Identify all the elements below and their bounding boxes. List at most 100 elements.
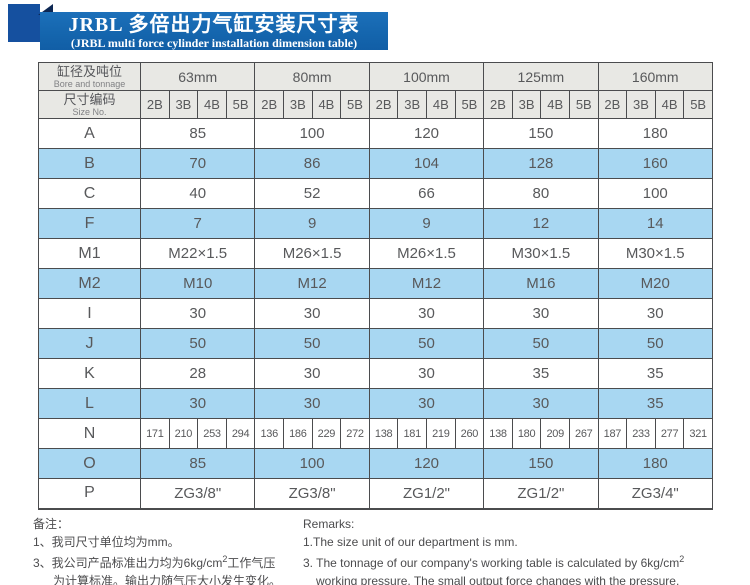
row-label-J: J	[38, 328, 141, 359]
row-label-P: P	[38, 478, 141, 510]
cell-I-4: 30	[597, 298, 713, 329]
cell-F-1: 9	[254, 208, 370, 239]
cell-N-5: 186	[283, 418, 313, 449]
banner-accent-square	[8, 4, 40, 42]
cell-N-18: 277	[654, 418, 685, 449]
notes-en-line2-sup: 2	[679, 554, 685, 564]
cell-P-0: ZG3/8"	[139, 478, 256, 510]
cell-N-0: 171	[140, 418, 170, 449]
size-code-header-100mm-4B: 4B	[426, 90, 456, 119]
size-code-header-160mm-2B: 2B	[597, 90, 628, 119]
size-code-header-160mm-3B: 3B	[626, 90, 656, 119]
cell-A-3: 150	[483, 118, 599, 149]
banner-fold-triangle-icon	[38, 4, 53, 15]
cell-J-3: 50	[483, 328, 599, 359]
notes-zh-heading: 备注：	[33, 517, 70, 531]
table-row-J: J 50 50 50 50 50	[38, 328, 713, 359]
table-row-I: I 30 30 30 30 30	[38, 298, 713, 329]
cell-M1-0: M22×1.5	[139, 238, 256, 269]
notes-zh-line2-tail: 工作气压	[227, 556, 276, 570]
cell-B-4: 160	[597, 148, 713, 179]
table-row-L: L 30 30 30 30 35	[38, 388, 713, 419]
cell-F-2: 9	[368, 208, 485, 239]
size-code-header-125mm-2B: 2B	[483, 90, 513, 119]
cell-N-9: 181	[397, 418, 427, 449]
cell-M2-2: M12	[368, 268, 485, 299]
notes-chinese: 备注： 1、我司尺寸单位均为mm。 3、我公司产品标准出力均为6kg/cm2工作…	[33, 516, 298, 585]
size-code-header-125mm-3B: 3B	[511, 90, 542, 119]
cell-P-4: ZG3/4"	[597, 478, 713, 510]
cell-O-4: 180	[597, 448, 713, 479]
cell-C-3: 80	[483, 178, 599, 209]
row-label-M1: M1	[38, 238, 141, 269]
cell-B-3: 128	[483, 148, 599, 179]
size-code-header-80mm-4B: 4B	[311, 90, 342, 119]
notes-zh-line2-text: 3、我公司产品标准出力均为6kg/cm	[33, 556, 223, 570]
cell-L-2: 30	[368, 388, 485, 419]
cell-B-0: 70	[139, 148, 256, 179]
cell-N-4: 136	[254, 418, 284, 449]
cell-K-4: 35	[597, 358, 713, 389]
row-label-L: L	[38, 388, 141, 419]
bore-label-zh: 缸径及吨位	[56, 63, 122, 79]
cell-K-1: 30	[254, 358, 370, 389]
cell-J-0: 50	[139, 328, 256, 359]
cell-K-0: 28	[139, 358, 256, 389]
size-code-header-80mm-2B: 2B	[254, 90, 284, 119]
cell-J-4: 50	[597, 328, 713, 359]
cell-J-2: 50	[368, 328, 485, 359]
cell-F-3: 12	[483, 208, 599, 239]
bore-header-80mm: 80mm	[254, 62, 370, 91]
cell-L-4: 35	[597, 388, 713, 419]
cell-C-2: 66	[368, 178, 485, 209]
size-label-zh: 尺寸编码	[63, 91, 116, 107]
cell-N-1: 210	[168, 418, 199, 449]
cell-A-4: 180	[597, 118, 713, 149]
cell-P-3: ZG1/2"	[483, 478, 599, 510]
notes-en-line2-text: 3. The tonnage of our company's working …	[303, 556, 680, 570]
size-code-header-63mm-5B: 5B	[225, 90, 256, 119]
page-subtitle: (JRBL multi force cylinder installation …	[70, 36, 358, 50]
cell-I-1: 30	[254, 298, 370, 329]
title-banner: JRBL 多倍出力气缸安装尺寸表 (JRBL multi force cylin…	[40, 12, 388, 50]
table-row-C: C 40 52 66 80 100	[38, 178, 713, 209]
cell-O-2: 120	[368, 448, 485, 479]
bore-header-100mm: 100mm	[368, 62, 485, 91]
row-label-M2: M2	[38, 268, 141, 299]
row-label-K: K	[38, 358, 141, 389]
cell-N-7: 272	[340, 418, 370, 449]
cell-M2-4: M20	[597, 268, 713, 299]
cell-M2-3: M16	[483, 268, 599, 299]
page-title: JRBL 多倍出力气缸安装尺寸表	[68, 14, 360, 36]
row-label-A: A	[38, 118, 141, 149]
cell-O-3: 150	[483, 448, 599, 479]
cell-N-10: 219	[426, 418, 456, 449]
table-row-M1: M1 M22×1.5 M26×1.5 M26×1.5 M30×1.5 M30×1.5	[38, 238, 713, 269]
row-label-I: I	[38, 298, 141, 329]
notes-zh-line1: 1、我司尺寸单位均为mm。	[33, 534, 180, 549]
table-row-F: F 7 9 9 12 14	[38, 208, 713, 239]
cell-J-1: 50	[254, 328, 370, 359]
notes-zh-line2: 3、我公司产品标准出力均为6kg/cm2工作气压	[33, 551, 298, 573]
cell-O-1: 100	[254, 448, 370, 479]
size-code-header-100mm-3B: 3B	[397, 90, 427, 119]
size-code-header-63mm-2B: 2B	[140, 90, 170, 119]
cell-I-2: 30	[368, 298, 485, 329]
row-label-F: F	[38, 208, 141, 239]
cell-A-2: 120	[368, 118, 485, 149]
size-code-header-160mm-5B: 5B	[683, 90, 713, 119]
cell-M1-4: M30×1.5	[597, 238, 713, 269]
bore-label-en: Bore and tonnage	[53, 78, 126, 89]
table-row-B: B 70 86 104 128 160	[38, 148, 713, 179]
cell-A-0: 85	[139, 118, 256, 149]
table-row-N: N 171 210 253 294 136 186 229 272 138 181 219 260 138…	[38, 418, 713, 449]
cell-B-2: 104	[368, 148, 485, 179]
cell-C-1: 52	[254, 178, 370, 209]
notes-en-line1: 1.The size unit of our department is mm.	[303, 534, 518, 549]
size-code-header-100mm-2B: 2B	[368, 90, 399, 119]
cell-I-0: 30	[139, 298, 256, 329]
size-code-header-80mm-5B: 5B	[340, 90, 370, 119]
cell-M2-0: M10	[139, 268, 256, 299]
cell-B-1: 86	[254, 148, 370, 179]
